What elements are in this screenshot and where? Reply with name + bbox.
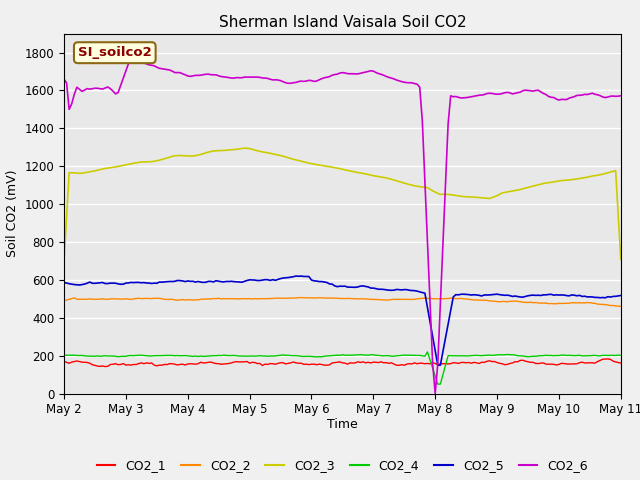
Text: SI_soilco2: SI_soilco2 bbox=[78, 46, 152, 59]
Title: Sherman Island Vaisala Soil CO2: Sherman Island Vaisala Soil CO2 bbox=[219, 15, 466, 30]
X-axis label: Time: Time bbox=[327, 418, 358, 431]
Y-axis label: Soil CO2 (mV): Soil CO2 (mV) bbox=[6, 170, 19, 257]
Legend: CO2_1, CO2_2, CO2_3, CO2_4, CO2_5, CO2_6: CO2_1, CO2_2, CO2_3, CO2_4, CO2_5, CO2_6 bbox=[92, 455, 593, 477]
